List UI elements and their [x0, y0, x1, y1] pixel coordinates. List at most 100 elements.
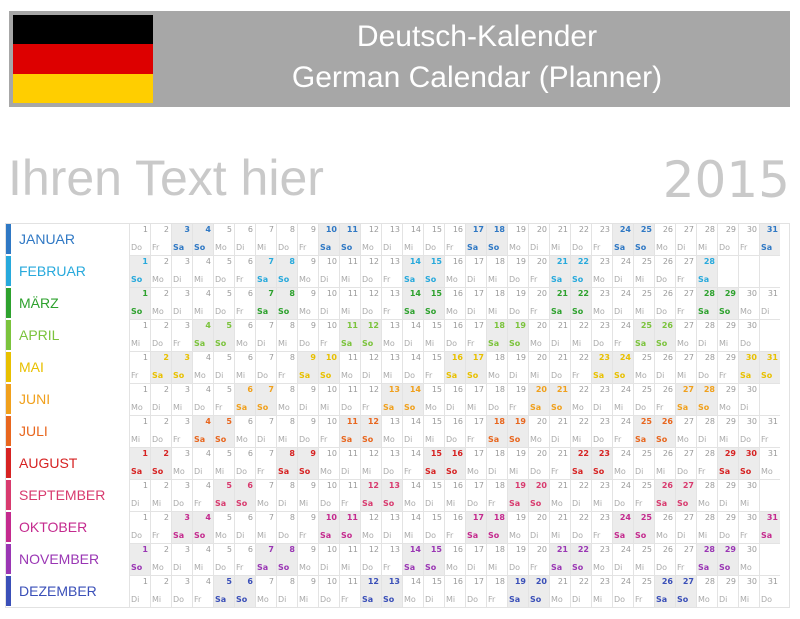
day-cell[interactable]: 22 Mi [570, 320, 591, 352]
day-cell[interactable]: 29 Mi [717, 320, 738, 352]
day-cell[interactable]: 19 So [507, 320, 528, 352]
day-cell[interactable]: 26 Do [654, 544, 675, 576]
day-cell[interactable] [759, 384, 780, 416]
day-cell[interactable]: 5 Sa [213, 480, 234, 512]
day-cell[interactable]: 15 So [423, 288, 444, 320]
day-cell[interactable]: 22 Do [570, 224, 591, 256]
day-cell[interactable]: 2 Di [150, 384, 171, 416]
day-cell[interactable]: 12 So [360, 320, 381, 352]
day-cell[interactable]: 31 Sa [759, 224, 780, 256]
day-cell[interactable]: 3 Di [171, 288, 192, 320]
day-cell[interactable]: 29 So [717, 544, 738, 576]
day-cell[interactable]: 27 Sa [675, 384, 696, 416]
day-cell[interactable]: 31 Di [759, 288, 780, 320]
day-cell[interactable]: 8 Di [276, 576, 297, 608]
day-cell[interactable]: 10 Mi [318, 384, 339, 416]
day-cell[interactable]: 15 So [423, 544, 444, 576]
day-cell[interactable]: 15 Do [423, 224, 444, 256]
day-cell[interactable]: 12 Fr [360, 384, 381, 416]
day-cell[interactable]: 29 Mi [717, 416, 738, 448]
day-cell[interactable]: 3 So [171, 352, 192, 384]
day-cell[interactable]: 22 Mi [570, 416, 591, 448]
day-cell[interactable]: 17 Fr [465, 320, 486, 352]
day-cell[interactable]: 3 Do [171, 480, 192, 512]
day-cell[interactable]: 4 Mo [192, 352, 213, 384]
day-cell[interactable]: 25 Di [633, 448, 654, 480]
day-cell[interactable]: 9 Mi [297, 480, 318, 512]
day-cell[interactable]: 10 Sa [318, 512, 339, 544]
day-cell[interactable]: 24 Fr [612, 320, 633, 352]
day-cell[interactable]: 23 Mi [591, 480, 612, 512]
day-cell[interactable]: 30 Mi [738, 576, 759, 608]
day-cell[interactable]: 29 Fr [717, 352, 738, 384]
day-cell[interactable]: 10 Do [318, 480, 339, 512]
day-cell[interactable]: 25 Fr [633, 480, 654, 512]
day-cell[interactable]: 1 Do [129, 512, 150, 544]
day-cell[interactable] [717, 256, 738, 288]
day-cell[interactable]: 30 Fr [738, 224, 759, 256]
day-cell[interactable]: 19 Mi [507, 448, 528, 480]
day-cell[interactable]: 2 Sa [150, 352, 171, 384]
day-cell[interactable] [759, 480, 780, 512]
day-cell[interactable]: 9 Mo [297, 256, 318, 288]
day-cell[interactable]: 1 Sa [129, 448, 150, 480]
day-cell[interactable]: 5 Mi [213, 448, 234, 480]
day-cell[interactable]: 9 Mo [297, 544, 318, 576]
day-cell[interactable]: 21 Fr [549, 448, 570, 480]
day-cell[interactable]: 17 Do [465, 576, 486, 608]
day-cell[interactable]: 29 So [717, 288, 738, 320]
day-cell[interactable]: 12 So [360, 416, 381, 448]
day-cell[interactable]: 3 Sa [171, 512, 192, 544]
day-cell[interactable]: 17 Di [465, 544, 486, 576]
day-cell[interactable]: 3 Do [171, 576, 192, 608]
day-cell[interactable]: 11 Mo [339, 352, 360, 384]
day-cell[interactable]: 26 So [654, 416, 675, 448]
day-cell[interactable]: 11 Di [339, 448, 360, 480]
day-cell[interactable]: 20 Mo [528, 320, 549, 352]
day-cell[interactable]: 11 Fr [339, 576, 360, 608]
day-cell[interactable]: 23 Sa [591, 352, 612, 384]
day-cell[interactable]: 17 Di [465, 256, 486, 288]
day-cell[interactable]: 16 Do [444, 320, 465, 352]
day-cell[interactable]: 23 Mi [591, 576, 612, 608]
day-cell[interactable]: 21 Sa [549, 544, 570, 576]
day-cell[interactable]: 10 Di [318, 256, 339, 288]
day-cell[interactable]: 31 Mo [759, 448, 780, 480]
day-cell[interactable]: 5 Do [213, 288, 234, 320]
day-cell[interactable]: 8 Fr [276, 352, 297, 384]
day-cell[interactable]: 10 Mo [318, 448, 339, 480]
day-cell[interactable]: 4 Mi [192, 544, 213, 576]
day-cell[interactable]: 23 Mo [591, 256, 612, 288]
day-cell[interactable]: 10 Di [318, 288, 339, 320]
day-cell[interactable]: 6 So [234, 480, 255, 512]
day-cell[interactable]: 14 Sa [402, 288, 423, 320]
day-cell[interactable]: 26 Mi [654, 448, 675, 480]
day-cell[interactable]: 21 Di [549, 416, 570, 448]
day-cell[interactable]: 15 Mo [423, 384, 444, 416]
day-cell[interactable]: 6 Mo [234, 416, 255, 448]
day-cell[interactable]: 17 Sa [465, 224, 486, 256]
day-cell[interactable] [759, 256, 780, 288]
day-cell[interactable]: 7 Sa [255, 544, 276, 576]
day-cell[interactable]: 9 Sa [297, 352, 318, 384]
day-cell[interactable]: 2 Do [150, 320, 171, 352]
day-cell[interactable]: 7 Sa [255, 288, 276, 320]
day-cell[interactable]: 18 So [486, 512, 507, 544]
day-cell[interactable]: 3 Di [171, 544, 192, 576]
day-cell[interactable]: 25 Mi [633, 544, 654, 576]
day-cell[interactable]: 30 Mo [738, 544, 759, 576]
day-cell[interactable]: 7 Fr [255, 448, 276, 480]
day-cell[interactable]: 14 Di [402, 416, 423, 448]
day-cell[interactable]: 16 Do [444, 416, 465, 448]
day-cell[interactable]: 2 Do [150, 416, 171, 448]
day-cell[interactable]: 27 Mo [675, 416, 696, 448]
day-cell[interactable]: 18 Fr [486, 576, 507, 608]
day-cell[interactable]: 13 Mi [381, 352, 402, 384]
day-cell[interactable]: 8 So [276, 288, 297, 320]
day-cell[interactable]: 24 So [612, 352, 633, 384]
day-cell[interactable]: 30 Mo [738, 288, 759, 320]
day-cell[interactable]: 9 So [297, 448, 318, 480]
day-cell[interactable]: 11 Sa [339, 416, 360, 448]
day-cell[interactable]: 19 Do [507, 544, 528, 576]
day-cell[interactable]: 13 Do [381, 448, 402, 480]
